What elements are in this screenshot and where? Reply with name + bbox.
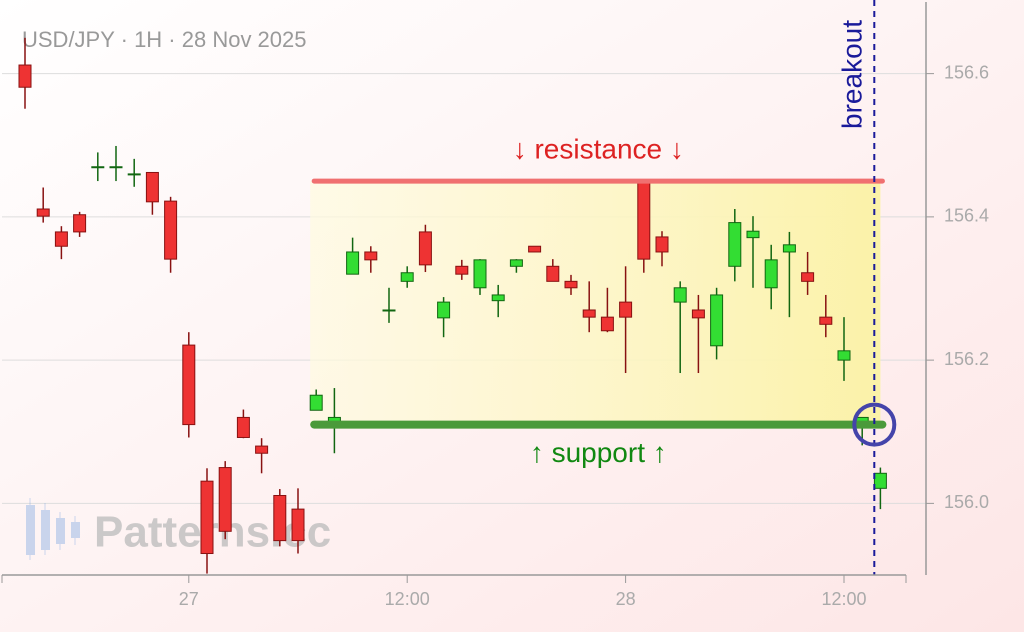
x-tick-label: 28 — [616, 589, 636, 609]
candle-body — [764, 259, 778, 289]
candle-body — [236, 416, 250, 438]
candle-body — [782, 244, 796, 253]
candle-body — [473, 259, 487, 289]
overlays: ↓ resistance ↓ ↑ support ↑ breakout — [310, 0, 897, 575]
x-tick-label: 12:00 — [821, 589, 866, 609]
x-tick-label: 27 — [179, 589, 199, 609]
candle-body — [400, 272, 414, 282]
y-tick-label: 156.6 — [944, 62, 989, 82]
candle-body — [801, 272, 815, 282]
candle-body — [582, 309, 596, 318]
candle-body — [36, 208, 50, 217]
y-tick-label: 156.2 — [944, 349, 989, 369]
candle-body — [382, 309, 396, 312]
candle-body — [819, 316, 833, 325]
candle-body — [164, 200, 178, 260]
candle-body — [54, 231, 68, 247]
candle-body — [273, 494, 287, 542]
candle-body — [346, 251, 360, 275]
candle-body — [145, 171, 159, 203]
breakout-marker — [852, 402, 897, 447]
support-label: ↑ support ↑ — [530, 437, 667, 468]
candle-body — [182, 344, 196, 426]
candle-body — [109, 166, 123, 169]
candle-body — [437, 301, 451, 319]
candle-body — [127, 173, 141, 176]
chart-title: USD/JPY · 1H · 28 Nov 2025 — [22, 27, 307, 52]
range-zone — [310, 181, 881, 425]
candles — [18, 37, 887, 574]
candle-body — [364, 251, 378, 261]
candle-body — [291, 508, 305, 542]
candle-body — [673, 287, 687, 303]
candle-body — [418, 231, 432, 266]
candle-body — [691, 309, 705, 319]
watermark-icon — [26, 498, 80, 560]
zone — [310, 181, 881, 425]
resistance-label: ↓ resistance ↓ — [513, 133, 684, 164]
candle-body — [509, 259, 523, 267]
candle-body — [619, 301, 633, 318]
candle-body — [18, 64, 32, 88]
candle-body — [564, 280, 578, 289]
candle-body — [546, 265, 560, 282]
candle-body — [491, 294, 505, 302]
candle-body — [528, 245, 542, 253]
candle-body — [309, 394, 323, 411]
candle-body — [73, 214, 87, 233]
candle-body — [637, 180, 651, 260]
candle-body — [91, 166, 105, 169]
breakout-label: breakout — [837, 20, 868, 129]
x-tick-label: 12:00 — [385, 589, 430, 609]
candle-body — [255, 445, 269, 454]
candle-body — [600, 316, 614, 332]
candle-body — [873, 472, 887, 489]
candle-body — [200, 480, 214, 555]
candle-body — [728, 222, 742, 267]
candle-body — [655, 236, 669, 253]
candle-body — [218, 467, 232, 532]
y-tick-label: 156.0 — [944, 492, 989, 512]
candle-body — [710, 294, 724, 347]
candle-body — [455, 265, 469, 275]
candle-body — [746, 230, 760, 239]
candle-body — [837, 350, 851, 361]
y-tick-label: 156.4 — [944, 206, 989, 226]
